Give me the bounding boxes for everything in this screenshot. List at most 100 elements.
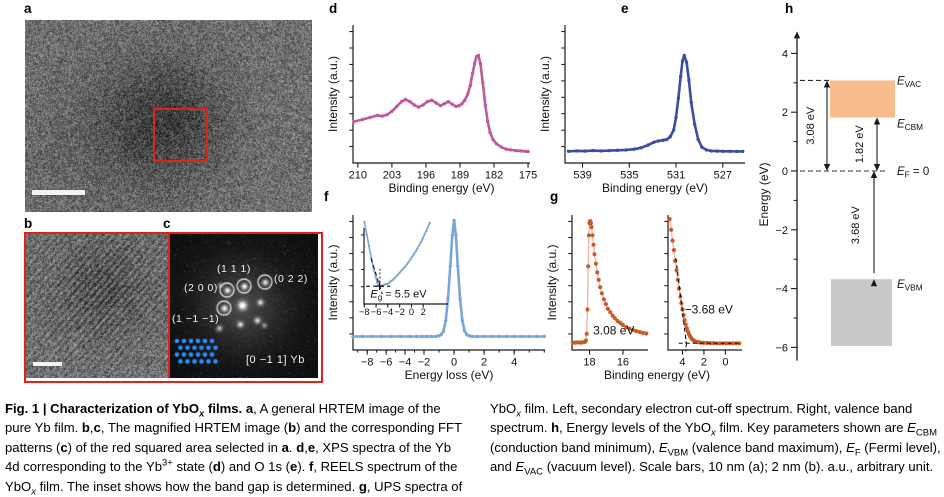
caption-segment: 3+: [162, 457, 173, 469]
scale-bar-a: [32, 190, 85, 195]
axes: [352, 215, 545, 351]
caption-segment: E: [846, 439, 855, 455]
energy-axis-label: Energy (eV): [757, 163, 771, 227]
panel-h-energy-diagram: 4 2 0 −2 −4 −6 Energy (eV) 3.08 eV 1.82 eV 3.68 e…: [757, 31, 929, 361]
caption-segment: ,: [304, 439, 308, 455]
tick-label: 210: [349, 170, 367, 182]
caption-segment: film. Key parameters shown are: [715, 420, 908, 436]
tick-label: 0: [722, 357, 728, 369]
d-curve: [353, 54, 529, 153]
caption-segment: (valence band maximum),: [688, 439, 847, 455]
y-axis-label: Intensity (a.u.): [326, 56, 340, 132]
caption-segment: ) of the red squared area selected in: [67, 439, 282, 455]
caption-segment: x: [711, 428, 716, 440]
tick-label: 0: [782, 166, 788, 178]
caption-left-column: Fig. 1 | Characterization of YbOx films.…: [5, 399, 463, 497]
caption-segment: c: [60, 439, 68, 455]
panel-f-inset-plot: −8 −6 −4 −2 0 2 Eg = 5.5 eV: [359, 220, 448, 317]
tick-label: 4: [679, 357, 685, 369]
caption-segment: ) and the corresponding FFT patterns (: [5, 420, 462, 455]
f-curve: [353, 219, 545, 338]
panel-label-e: e: [621, 1, 629, 16]
fft-zone-axis-label: [0 −1 1] Yb: [246, 354, 305, 366]
y-axis-label: Intensity (a.u.): [538, 56, 552, 132]
symbol-label: EVAC: [897, 75, 921, 89]
caption-segment: .: [288, 439, 297, 455]
caption-segment: CBM: [915, 428, 938, 440]
caption-segment: x: [31, 486, 36, 497]
tick-label: 0: [451, 357, 457, 369]
caption-segment: e: [290, 459, 298, 475]
tick-label: 189: [451, 170, 469, 182]
caption-segment: F: [854, 447, 861, 459]
panel-label-f: f: [324, 189, 329, 204]
tick-label: 182: [485, 170, 503, 182]
tick-label: −4: [383, 307, 394, 317]
caption-segment: a: [281, 439, 289, 455]
caption-segment: d: [212, 459, 221, 475]
caption-segment: YbO: [490, 401, 517, 416]
hrtem-image-a: [25, 20, 312, 212]
caption-segment: film. Left, secondary electron cut-off s…: [490, 401, 913, 436]
panel-label-g: g: [550, 189, 559, 204]
caption-segment: c: [93, 420, 101, 436]
fft-spot-label-111: (1 1 1): [217, 263, 251, 275]
caption-segment: (vacuum level). Scale bars, 10 nm (a); 2…: [543, 459, 934, 475]
tick-label: −8: [361, 357, 374, 369]
tick-label: 527: [714, 170, 732, 182]
tick-label: 539: [573, 170, 591, 182]
tick-label: 2: [421, 307, 426, 317]
tick-label: 16: [617, 357, 629, 369]
panel-label-a: a: [24, 1, 32, 16]
hrtem-image-b: [25, 233, 169, 378]
caption-segment: b: [288, 420, 297, 436]
fft-spot-label-1m1m1: (1 −1 −1): [172, 313, 220, 325]
annotation-text: 3.08 eV: [593, 323, 634, 337]
panel-label-c: c: [163, 216, 171, 231]
panel-label-d: d: [329, 1, 338, 16]
axes: [352, 25, 530, 164]
tick-label: −6: [380, 357, 393, 369]
panel-g-x-axis-label: Binding energy (eV): [604, 368, 710, 382]
panel-e-plot: 539 535 531 527 Intensity (a.u.) Binding ener…: [538, 25, 745, 195]
y-axis-label: Intensity (a.u.): [545, 244, 559, 320]
tick-label: −4: [399, 357, 412, 369]
tick-label: 196: [417, 170, 435, 182]
tick-label: −2: [418, 357, 431, 369]
panel-label-h: h: [785, 1, 794, 16]
tick-label: −8: [359, 307, 370, 317]
caption-segment: (conduction band minimum),: [490, 439, 659, 455]
symbol-label: EVBM: [897, 279, 923, 293]
x-axis-label: Energy loss (eV): [405, 368, 494, 382]
tick-label: −6: [775, 342, 788, 354]
arrow-label: 1.82 eV: [854, 125, 866, 164]
axes: [667, 215, 742, 351]
caption-segment: g: [358, 478, 367, 494]
caption-segment: x: [516, 408, 521, 420]
arrow-label: 3.68 eV: [850, 205, 862, 244]
x-axis-label: Binding energy (eV): [602, 181, 708, 195]
tick-label: 4: [511, 357, 517, 369]
symbol-label: EF = 0: [897, 166, 929, 180]
x-axis-label: Binding energy (eV): [388, 181, 494, 195]
caption-segment: d: [296, 439, 305, 455]
selected-area-box: [153, 108, 208, 162]
caption-segment: state (: [172, 459, 213, 475]
caption-segment: (Fermi level), and: [490, 439, 941, 475]
caption-segment: VBM: [667, 447, 689, 459]
tick-label: 175: [519, 170, 537, 182]
caption-segment: a: [245, 401, 254, 416]
caption-right-column: YbOx film. Left, secondary electron cut-…: [490, 399, 942, 477]
panel-label-b: b: [24, 216, 33, 231]
tick-label: −2: [775, 225, 788, 237]
panel-g_right-plot: 4 2 0 −3.68 eV: [664, 215, 742, 369]
caption-segment: , REELS spectrum of the YbO: [5, 459, 458, 494]
tick-label: 0: [409, 307, 414, 317]
conduction-band-box: [830, 80, 895, 118]
tick-label: 18: [583, 357, 595, 369]
valence-band-box: [831, 279, 892, 346]
g_right-curve: [668, 218, 740, 344]
axes: [564, 25, 745, 164]
y-axis-label: Intensity (a.u.): [326, 244, 340, 320]
